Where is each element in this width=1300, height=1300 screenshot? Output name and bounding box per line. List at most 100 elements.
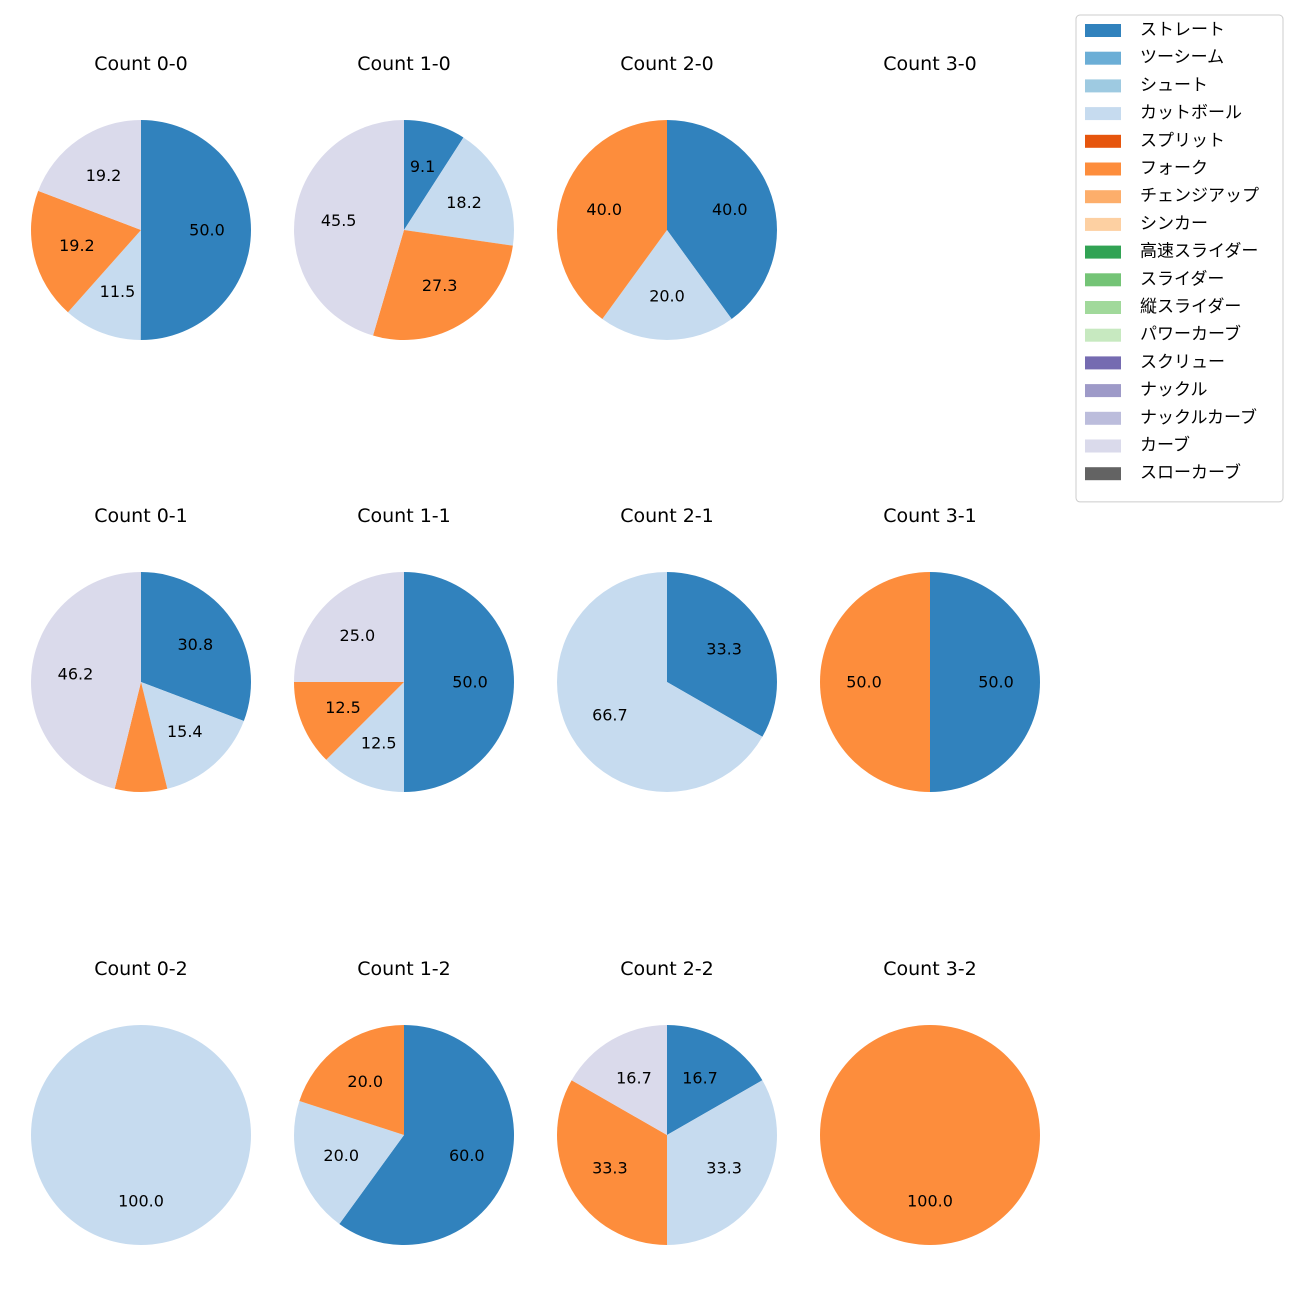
pie-slice [930,572,1040,792]
legend-entry: カーブ [1140,435,1190,456]
pie-slice [556,1080,667,1245]
pie-count-2-1: Count 2-1 33.3 66.7 [556,505,777,792]
pie-title: Count 2-2 [620,958,714,980]
legend-entry: 高速スライダー [1140,242,1258,262]
pie-slice [67,230,141,340]
pie-slice [667,1080,777,1245]
pie-count-3-2: Count 3-2 100.0 [820,958,1040,1245]
legend-swatch [1085,190,1121,204]
pie-slice-label: 40.0 [586,200,622,219]
legend-swatch [1085,328,1121,342]
legend-swatch [1085,439,1121,453]
pie-slice [294,1101,404,1224]
pie-slice-label: 11.5 [100,282,136,301]
pie-slice-label: 19.2 [59,236,95,255]
pie-title: Count 3-1 [883,505,977,527]
pie-slice-label: 9.1 [410,157,435,176]
pie-slice-label: 16.7 [682,1068,718,1087]
legend-swatch [1085,162,1121,176]
pie-title: Count 3-2 [883,958,977,980]
legend-swatch [1085,411,1121,425]
pie-slice [140,120,252,340]
legend-entry: パワーカーブ [1140,324,1241,345]
legend-frame [1075,14,1284,503]
pie-title: Count 2-0 [620,53,714,75]
pie-slice-label: 100.0 [118,1192,164,1211]
pie-count-0-2: Count 0-2 100.0 [31,958,251,1245]
pie-slice-label: 40.0 [712,200,748,219]
pie-slice-label: 27.3 [422,276,458,295]
pie-slice-label: 12.5 [361,733,397,752]
pie-count-0-1: Count 0-1 30.8 15.4 46.2 [31,505,252,792]
pie-slice-label: 16.7 [616,1068,652,1087]
legend-entry: スローカーブ [1140,462,1241,483]
pie-slice [820,572,930,792]
pie-slice-label: 25.0 [340,626,376,645]
pie-slice-label: 18.2 [446,193,482,212]
pie-slice-label: 50.0 [978,673,1014,692]
legend-entry: カットボール [1140,103,1242,123]
legend-entry: ナックル [1140,380,1208,400]
legend-swatch [1085,24,1121,37]
pie-title: Count 0-1 [94,505,188,527]
pie-slice-label: 15.4 [167,722,203,741]
pie-slice [667,1025,763,1135]
legend-entry: 縦スライダー [1140,297,1241,317]
legend-swatch [1085,134,1121,148]
legend: ストレートツーシームシュートカットボールスプリットフォークチェンジアップシンカー… [1075,14,1284,503]
legend-swatch [1085,107,1121,121]
legend-entry: スクリュー [1140,352,1225,372]
pie-grid: Count 0-0 50.0 11.5 19.2 19.2 Count 1-0 9.1 18.… [30,53,1040,1246]
pie-slice [31,572,142,789]
legend-entry: シンカー [1140,214,1208,234]
legend-swatch [1085,301,1121,314]
pie-count-3-0: Count 3-0 [883,53,977,75]
pie-slice [326,682,404,792]
legend-swatch [1085,79,1121,93]
legend-entry: シュート [1140,75,1208,95]
pie-slice-label: 19.2 [86,166,122,185]
legend-swatch [1085,51,1121,65]
legend-swatch [1085,273,1121,287]
legend-entry: スライダー [1140,269,1224,289]
pie-slice [373,230,513,340]
legend-swatch [1085,384,1121,398]
pie-slice-label: 50.0 [189,221,225,240]
pie-title: Count 1-1 [357,505,451,527]
pie-slice [114,682,168,792]
pie-title: Count 2-1 [620,505,714,527]
pie-count-1-1: Count 1-1 50.0 12.512.5 25.0 [294,505,514,792]
pie-slice [141,682,244,789]
legend-entry: ストレート [1140,20,1225,40]
pie-slice-label: 60.0 [449,1146,485,1165]
legend-entry: ツーシーム [1140,48,1224,68]
pie-slice-label: 45.5 [321,211,357,230]
pie-slice-label: 46.2 [58,665,94,684]
pie-slice [294,572,404,682]
pie-slice [141,572,252,722]
pie-slice-label: 50.0 [452,673,488,692]
pie-slice [820,1025,1040,1245]
legend-swatch [1085,217,1121,231]
legend-entry: スプリット [1140,131,1225,151]
pie-slice [38,119,142,230]
pie-title: Count 0-0 [94,53,188,75]
pie-title: Count 1-2 [357,958,451,980]
pie-slice-label: 100.0 [907,1192,953,1211]
pie-slice-label: 20.0 [323,1146,359,1165]
pie-slice [556,572,763,792]
pie-slice-label: 20.0 [347,1072,383,1091]
pie-slice [602,230,732,341]
pie-count-1-2: Count 1-2 60.0 20.0 20.0 [294,958,515,1246]
pie-slice [571,1025,667,1135]
pie-count-2-2: Count 2-2 16.7 33.3 33.3 16.7 [556,958,777,1245]
pie-slice-label: 33.3 [706,639,742,658]
pie-title: Count 0-2 [94,958,188,980]
pie-slice [667,120,777,319]
pie-slice [294,682,404,760]
pie-slice-label: 66.7 [592,706,628,725]
pie-title: Count 3-0 [883,53,977,75]
pie-count-1-0: Count 1-0 9.1 18.2 27.3 45.5 [294,53,514,340]
legend-entry: フォーク [1140,159,1208,179]
